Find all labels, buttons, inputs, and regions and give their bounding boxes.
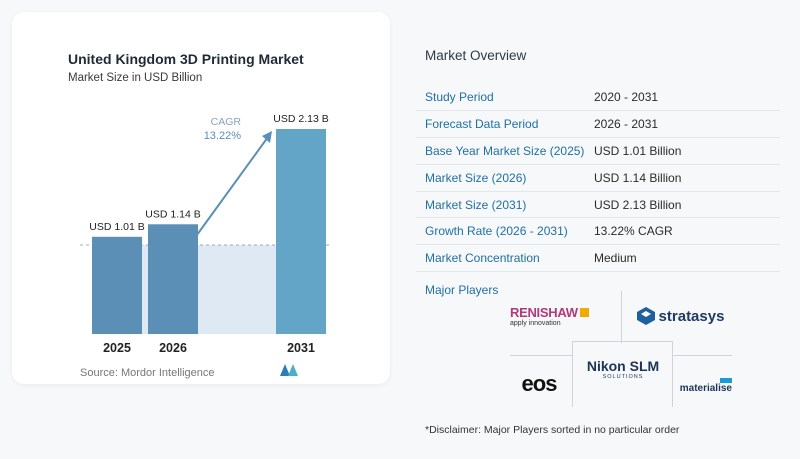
overview-row-value: Medium — [594, 244, 780, 273]
overview-row-value: 13.22% CAGR — [594, 217, 780, 246]
materialise-name: materialise — [679, 383, 732, 394]
overview-row-value: 2026 - 2031 — [594, 110, 780, 139]
chart-subtitle: Market Size in USD Billion — [68, 72, 203, 84]
overview-row-value: 2020 - 2031 — [594, 84, 780, 112]
x-tick-2026: 2026 — [159, 341, 187, 355]
eos-name: eos — [521, 371, 558, 396]
stratasys-mark-icon — [636, 307, 655, 325]
data-label-2025: USD 1.01 B — [89, 221, 144, 233]
disclaimer: *Disclaimer: Major Players sorted in no … — [425, 424, 680, 436]
cagr-label: CAGR — [211, 116, 242, 128]
x-tick-2031: 2031 — [287, 341, 315, 355]
overview-row-label: Market Size (2026) — [416, 164, 594, 192]
overview-row: Growth Rate (2026 - 2031) 13.22% CAGR — [416, 217, 780, 246]
overview-row-label: Forecast Data Period — [416, 110, 594, 139]
materialise-mark-icon — [720, 378, 732, 383]
overview-row: Study Period 2020 - 2031 — [416, 84, 780, 112]
overview-row-label: Study Period — [416, 84, 594, 112]
overview-row: Market Concentration Medium — [416, 244, 780, 273]
overview-row: Market Size (2031) USD 2.13 Billion — [416, 191, 780, 219]
renishaw-tagline: apply innovation — [510, 320, 561, 327]
cagr-arrow — [193, 136, 269, 240]
renishaw-name: RENISHAW — [510, 305, 578, 320]
bar-2025 — [92, 236, 142, 334]
overview-row-label: Market Concentration — [416, 244, 594, 273]
overview-row-label: Base Year Market Size (2025) — [416, 137, 594, 165]
data-label-2031: USD 2.13 B — [273, 113, 328, 125]
players-title: Major Players — [425, 283, 499, 297]
overview-row-value: USD 1.14 Billion — [594, 164, 780, 192]
eos-logo: eos — [510, 367, 568, 401]
cagr-arrow-head — [262, 131, 272, 143]
renishaw-logo: RENISHAW apply innovation — [510, 301, 618, 331]
overview-row-value: USD 2.13 Billion — [594, 191, 780, 219]
stratasys-name: stratasys — [658, 307, 725, 325]
x-tick-2025: 2025 — [103, 341, 131, 355]
cagr-value: 13.22% — [204, 130, 242, 142]
overview-row: Base Year Market Size (2025) USD 1.01 Bil… — [416, 137, 780, 165]
players-grid: RENISHAW apply innovation stratasys eos … — [510, 291, 732, 407]
source-text: Source: Mordor Intelligence — [80, 367, 215, 379]
materialise-logo: materialise — [674, 371, 732, 401]
overview-row: Market Size (2026) USD 1.14 Billion — [416, 164, 780, 192]
chart-title: United Kingdom 3D Printing Market — [68, 51, 304, 67]
bar-2031 — [276, 129, 326, 334]
bar-chart: USD 1.01 B 2025 USD 1.14 B 2026 USD 2.13 B 20… — [80, 113, 330, 355]
nikon-slm-logo: Nikon SLM SOLUTIONS — [576, 349, 670, 389]
nikon-slm-tagline: SOLUTIONS — [602, 374, 644, 380]
overview-row-label: Growth Rate (2026 - 2031) — [416, 217, 594, 246]
overview-row-label: Market Size (2031) — [416, 191, 594, 219]
stratasys-logo: stratasys — [628, 301, 732, 331]
overview-table: Study Period 2020 - 2031 Forecast Data Per… — [416, 84, 780, 273]
bar-2026 — [148, 224, 198, 334]
renishaw-mark-icon — [579, 308, 589, 317]
data-label-2026: USD 1.14 B — [145, 208, 200, 220]
mordor-logo-icon — [280, 364, 298, 376]
overview-title: Market Overview — [425, 48, 527, 63]
overview-row-value: USD 1.01 Billion — [594, 137, 780, 165]
nikon-slm-name: Nikon SLM — [586, 358, 660, 374]
overview-row: Forecast Data Period 2026 - 2031 — [416, 110, 780, 139]
